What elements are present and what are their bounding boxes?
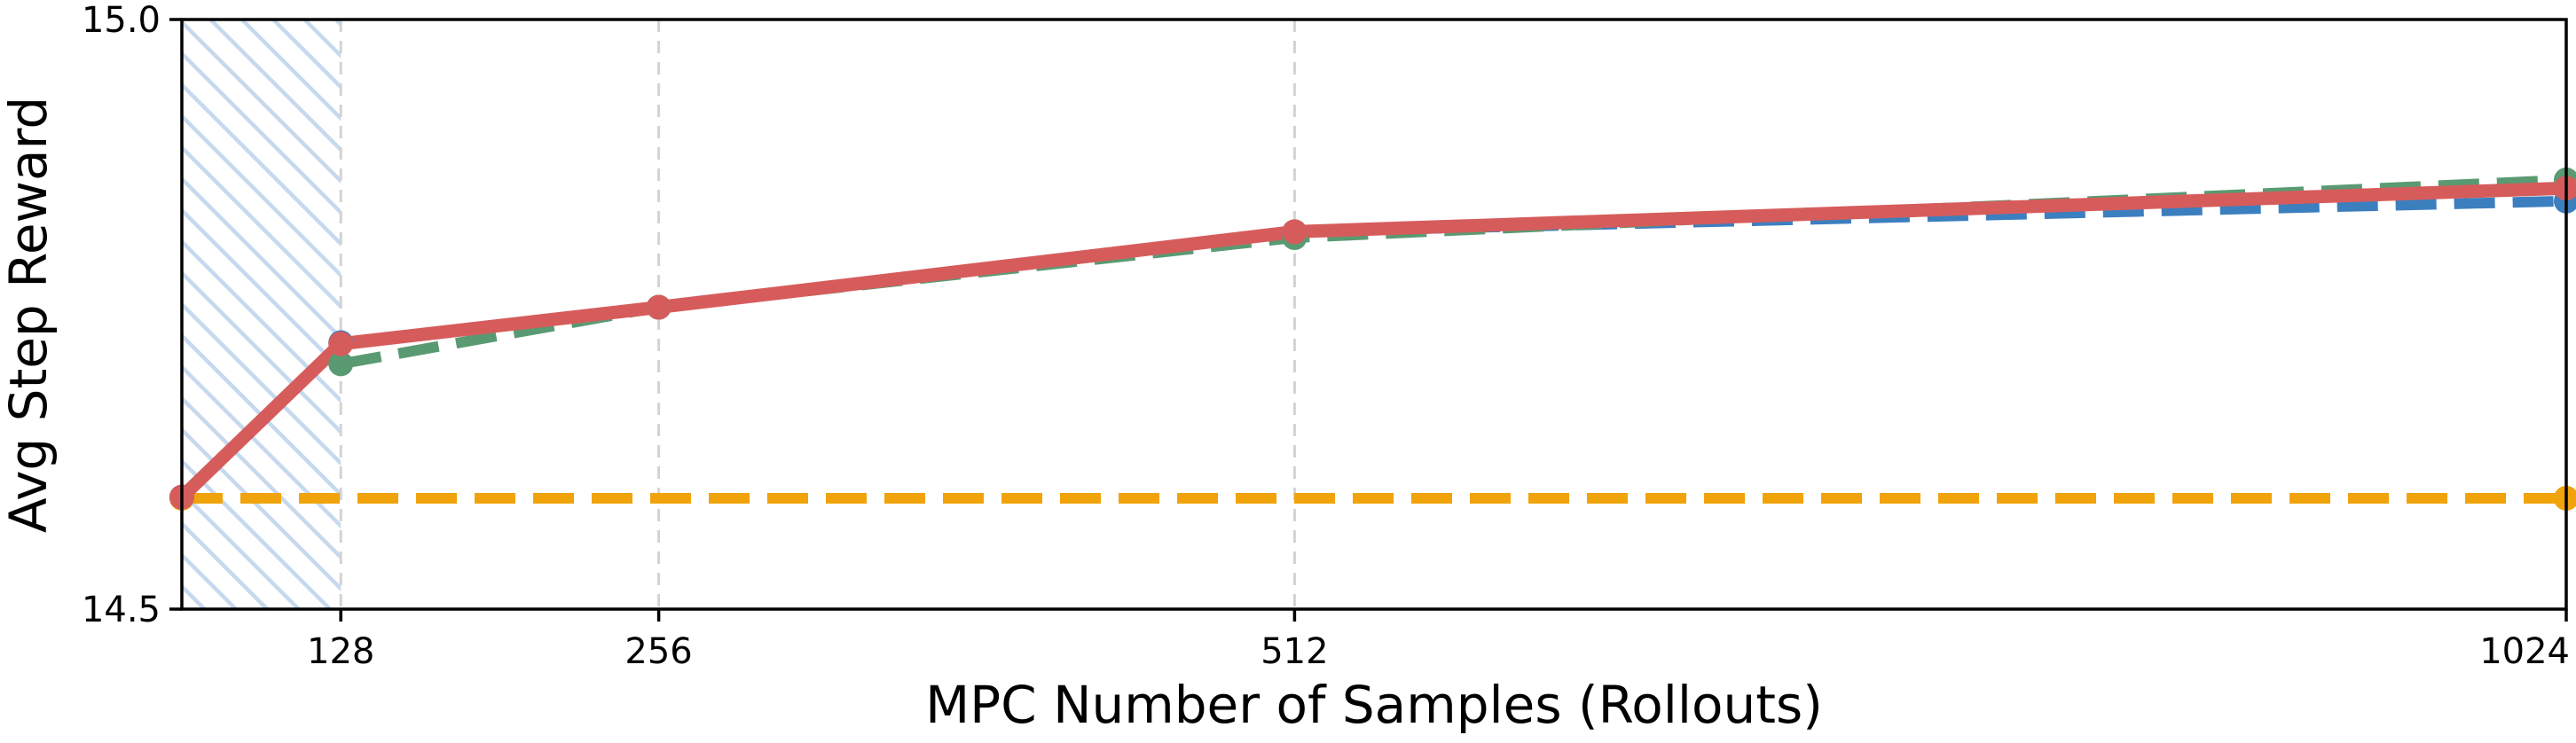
x-axis-label: MPC Number of Samples (Rollouts) [925,675,1823,735]
data-series [182,174,2566,504]
data-point-red [646,294,671,320]
x-tick-label: 1024 [2479,631,2570,672]
shaded-region [182,20,342,609]
hatched-region [182,20,342,609]
x-axis-ticks: 128 256 512 1024 [307,609,2570,672]
plot-frame [180,18,2568,611]
data-markers [169,167,2576,511]
x-tick-label: 256 [624,631,692,672]
y-tick-label: 14.5 [82,590,161,630]
series-line-red [182,181,2566,503]
y-axis-label: Avg Step Reward [0,97,59,533]
y-tick-label: 15.0 [82,0,161,41]
series-line-blue [182,195,2566,501]
data-point-red [1282,219,1308,245]
gridlines [339,20,1296,609]
x-tick-label: 128 [307,631,374,672]
data-point-red [328,331,354,356]
y-axis-ticks: 14.5 15.0 [82,0,182,630]
data-point-green [328,351,354,377]
x-tick-label: 512 [1261,631,1328,672]
